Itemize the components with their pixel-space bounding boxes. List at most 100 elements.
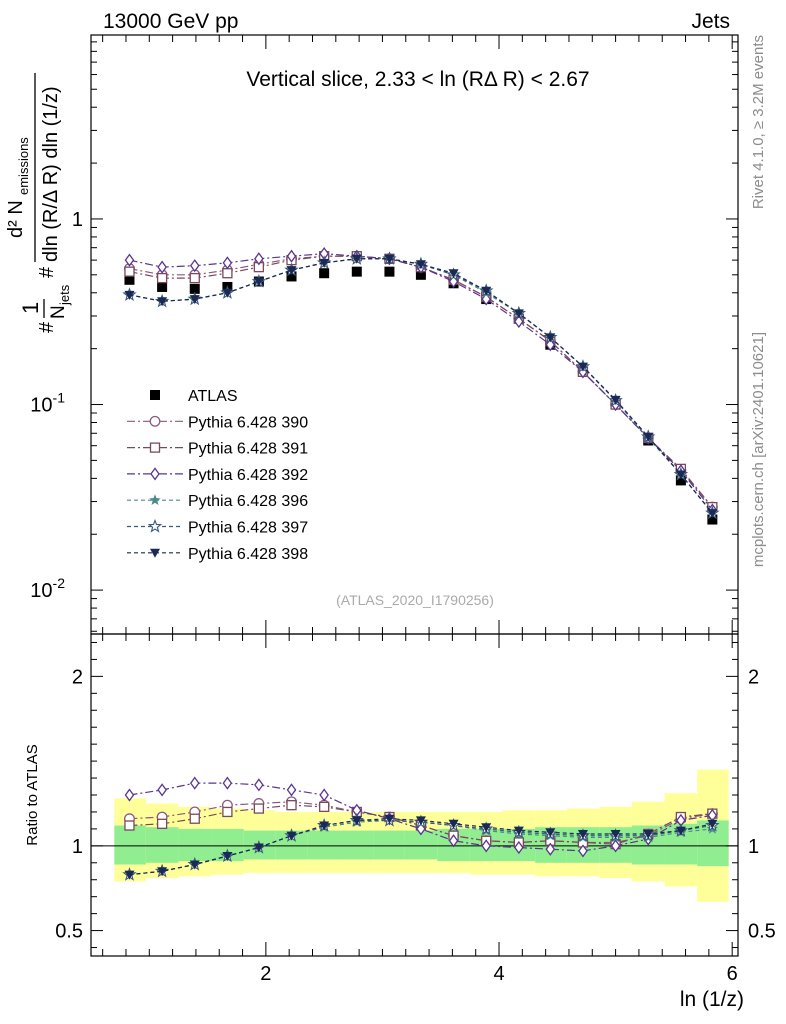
main-point-data	[675, 475, 686, 486]
svg-text:N: N	[48, 305, 69, 319]
main-point-data	[707, 514, 718, 525]
legend-marker-p392	[150, 467, 160, 481]
ratio-point-p391	[319, 801, 330, 813]
ratio-point-p398	[707, 819, 718, 829]
ratio-point-p392	[514, 840, 524, 855]
ratio-point-p392	[319, 788, 329, 802]
svg-text:#: #	[36, 321, 58, 333]
ratio-point-p392	[481, 839, 491, 853]
ratio-y-label: Ratio to ATLAS	[24, 744, 41, 845]
legend-label-data: ATLAS	[188, 388, 238, 405]
band-inner-bin	[178, 828, 212, 862]
main-point-p398	[189, 295, 200, 305]
ratio-point-p398	[222, 852, 233, 862]
ratio-y-tick-label: 2	[72, 666, 83, 688]
svg-text:d² N: d² N	[5, 200, 27, 238]
band-inner-bin	[340, 830, 374, 860]
main-point-p392	[286, 249, 297, 263]
ratio-point-p391	[253, 803, 265, 814]
svg-text:jets: jets	[57, 284, 72, 306]
x-tick-label: 2	[260, 963, 271, 985]
ratio-point-p398	[286, 831, 297, 841]
plot-title: Vertical slice, 2.33 < ln (RΔ R) < 2.67	[246, 68, 589, 91]
y-tick-label: 10-1	[30, 390, 65, 417]
ratio-point-p398	[643, 829, 654, 839]
ratio-point-p398	[384, 814, 395, 824]
main-point-p398	[286, 266, 297, 276]
ratio-point-p398	[545, 828, 556, 838]
main-point-data	[124, 274, 135, 285]
analysis-id: (ATLAS_2020_I1790256)	[336, 592, 494, 608]
y-tick-label: 1	[72, 209, 83, 231]
ratio-point-p391	[222, 806, 233, 818]
main-point-data	[319, 268, 330, 279]
main-point-p398	[675, 470, 686, 480]
ratio-point-p398	[253, 843, 264, 853]
ratio-panel: 2 4 6 0.5 0.5 1 1 2 2	[55, 633, 776, 985]
main-point-p391	[189, 272, 200, 284]
ratio-point-p392	[157, 783, 167, 797]
ratio-y-tick-label: 1	[72, 836, 83, 858]
ratio-point-p398	[610, 829, 621, 839]
main-point-p392	[254, 252, 264, 266]
ratio-point-p398	[124, 870, 135, 880]
ratio-point-p398	[351, 816, 362, 826]
main-point-p398	[481, 286, 492, 296]
main-point-p398	[351, 254, 362, 264]
x-axis-label: ln (1/z)	[680, 988, 744, 1011]
ratio-frame	[90, 633, 739, 957]
main-point-p398	[610, 395, 621, 405]
main-point-data	[384, 266, 395, 277]
x-tick-label: 6	[727, 963, 738, 985]
ratio-y-tick-label-right: 2	[748, 666, 759, 688]
ratio-point-p398	[189, 860, 200, 870]
ratio-point-p391	[286, 800, 297, 811]
svg-text:dln (R/Δ R) dln (1/z): dln (R/Δ R) dln (1/z)	[40, 86, 62, 262]
svg-text:emissions: emissions	[16, 137, 31, 195]
main-point-p398	[513, 309, 524, 319]
source-label: mcplots.cern.ch [arXiv:2401.10621]	[750, 332, 767, 567]
band-inner-bin	[145, 827, 179, 863]
ratio-point-p392	[189, 776, 200, 790]
band-inner-bin	[114, 825, 146, 865]
main-point-data	[286, 271, 297, 282]
legend-label-p391: Pythia 6.428 391	[188, 441, 308, 458]
process-label: Jets	[691, 10, 730, 33]
main-y-label: # 1 N jets # d² N emissions dln (R/Δ R) …	[5, 73, 72, 333]
main-point-p398	[577, 362, 588, 372]
main-point-p392	[157, 260, 167, 274]
main-point-p398	[384, 254, 395, 264]
ratio-point-p392	[222, 776, 233, 790]
legend-label-p392: Pythia 6.428 392	[188, 467, 308, 484]
ratio-point-p398	[481, 823, 492, 833]
ratio-point-p392	[448, 834, 459, 848]
legend-marker-p390	[149, 415, 161, 427]
main-point-p391	[222, 268, 233, 279]
legend: ATLAS Pythia 6.428 390 Pythia 6.428 391 Pyt…	[127, 388, 308, 563]
main-point-p392	[189, 259, 200, 273]
legend-marker-p398	[150, 548, 160, 558]
legend-marker-data	[150, 390, 160, 400]
main-point-p398	[124, 290, 135, 300]
legend-label-p396: Pythia 6.428 396	[188, 493, 308, 510]
ratio-point-p391	[156, 818, 168, 829]
main-point-p392	[514, 314, 524, 329]
band-inner-bin	[307, 830, 341, 860]
main-point-p398	[643, 432, 654, 442]
ratio-point-p392	[545, 842, 556, 856]
energy-label: 13000 GeV pp	[103, 10, 238, 33]
ratio-point-p398	[157, 867, 168, 877]
main-point-p392	[545, 338, 556, 352]
main-point-p391	[124, 266, 135, 277]
ratio-point-p392	[124, 788, 135, 802]
main-point-p398	[707, 509, 718, 519]
ratio-point-p398	[448, 819, 459, 829]
main-point-p398	[448, 269, 459, 279]
legend-marker-p391	[149, 442, 161, 453]
legend-label-p398: Pythia 6.428 398	[188, 546, 308, 563]
main-point-p392	[124, 253, 135, 267]
svg-text:1: 1	[18, 302, 43, 314]
ratio-point-p392	[610, 839, 621, 853]
ratio-point-p391	[124, 820, 135, 831]
